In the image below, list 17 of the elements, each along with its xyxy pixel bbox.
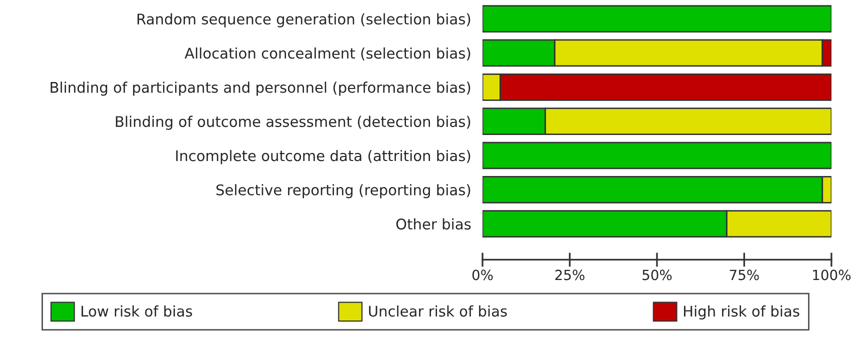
legend-label: Low risk of bias	[82, 305, 192, 317]
y-tick-label: Other bias	[396, 218, 471, 230]
x-tick-label: 0%	[472, 270, 493, 280]
bar	[482, 142, 832, 170]
y-tick-label: Incomplete outcome data (attrition bias)	[176, 150, 470, 164]
x-tick-label: 25%	[555, 270, 584, 280]
legend-label: Unclear risk of bias	[369, 305, 507, 317]
x-tick-label: 100%	[813, 270, 851, 280]
y-tick-label: Blinding of outcome assessment (detection bias)	[116, 116, 470, 130]
x-tick-label: 50%	[642, 270, 672, 280]
y-tick-label: Random sequence generation (selection bias)	[138, 13, 470, 28]
bar	[482, 5, 832, 32]
y-tick-label: Allocation concealment (selection bias)	[184, 47, 470, 60]
x-tick-label: 75%	[730, 270, 759, 280]
legend-label: High risk of bias	[684, 305, 800, 320]
y-tick-label: Blinding of participants and personnel (performance bias)	[50, 82, 470, 96]
y-tick-label: Selective reporting (reporting bias)	[216, 184, 470, 198]
